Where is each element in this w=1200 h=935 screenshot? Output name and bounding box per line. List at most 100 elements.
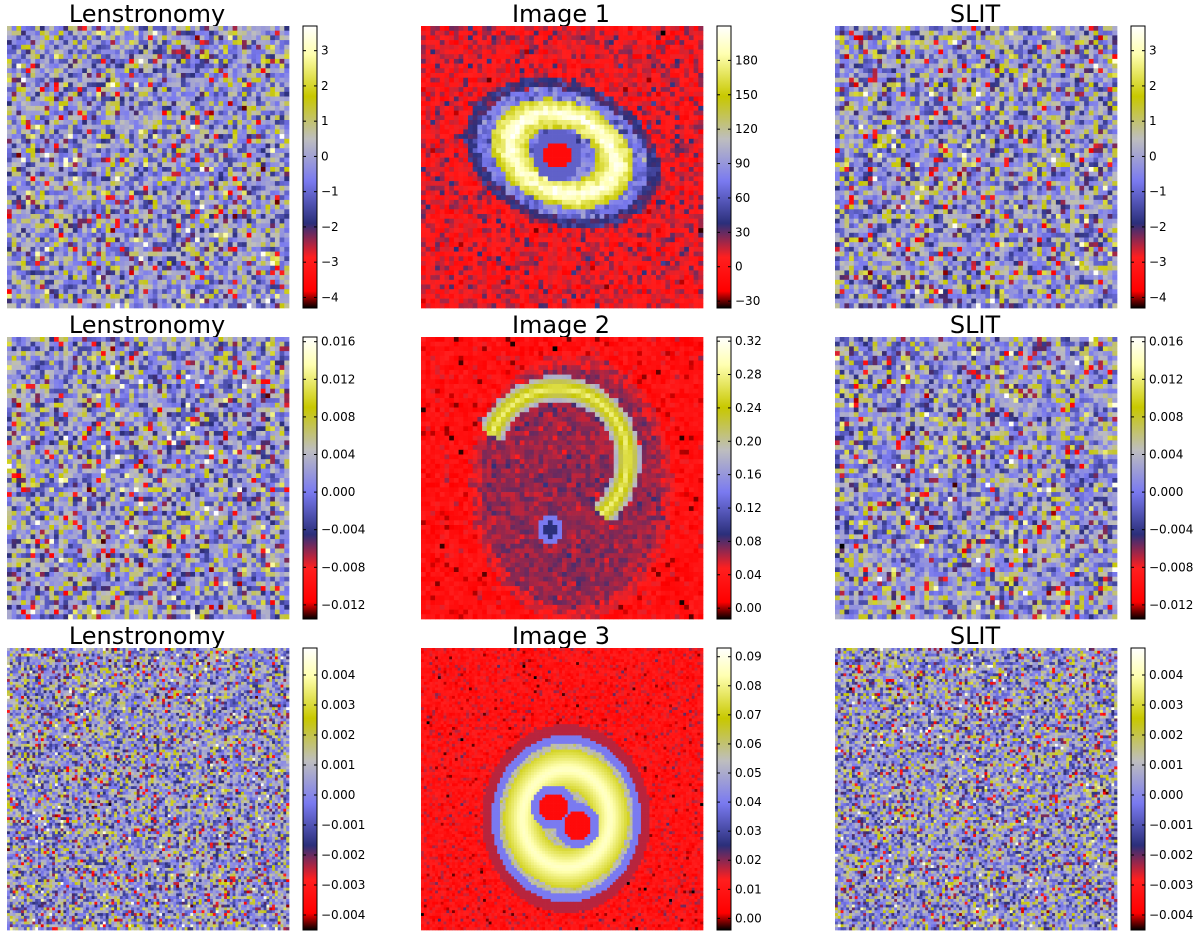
heatmap-cell bbox=[157, 35, 162, 40]
heatmap-cell bbox=[186, 40, 191, 45]
heatmap-cell bbox=[106, 59, 111, 64]
heatmap-cell bbox=[275, 50, 280, 55]
heatmap-cell bbox=[237, 73, 242, 78]
heatmap-cell bbox=[157, 59, 162, 64]
heatmap-cell bbox=[228, 59, 233, 64]
heatmap-cell bbox=[92, 73, 97, 78]
heatmap-cell bbox=[167, 59, 172, 64]
heatmap-cell bbox=[284, 31, 289, 36]
heatmap-cell bbox=[101, 50, 106, 55]
heatmap-cell bbox=[78, 45, 83, 50]
heatmap-cell bbox=[162, 26, 167, 31]
heatmap-cell bbox=[167, 73, 172, 78]
heatmap-cell bbox=[59, 26, 64, 31]
heatmap-cell bbox=[45, 45, 50, 50]
heatmap-cell bbox=[106, 73, 111, 78]
heatmap-cell bbox=[82, 64, 87, 69]
heatmap-cell bbox=[59, 45, 64, 50]
heatmap-cell bbox=[12, 78, 17, 83]
heatmap-cell bbox=[195, 31, 200, 36]
heatmap-cell bbox=[115, 50, 120, 55]
heatmap-cell bbox=[172, 26, 177, 31]
heatmap-cell bbox=[167, 45, 172, 50]
heatmap-cell bbox=[219, 59, 224, 64]
heatmap-cell bbox=[223, 50, 228, 55]
heatmap-cell bbox=[106, 50, 111, 55]
heatmap-cell bbox=[270, 45, 275, 50]
heatmap-cell bbox=[78, 40, 83, 45]
heatmap-cell bbox=[157, 40, 162, 45]
heatmap-cell bbox=[176, 64, 181, 69]
heatmap-cell bbox=[59, 50, 64, 55]
heatmap-cell bbox=[242, 59, 247, 64]
heatmap-cell bbox=[223, 31, 228, 36]
heatmap-cell bbox=[157, 31, 162, 36]
heatmap-cell bbox=[87, 64, 92, 69]
heatmap-cell bbox=[200, 54, 205, 59]
heatmap-cell bbox=[110, 64, 115, 69]
heatmap-cell bbox=[242, 40, 247, 45]
heatmap-cell bbox=[63, 50, 68, 55]
heatmap-cell bbox=[167, 35, 172, 40]
heatmap-cell bbox=[115, 35, 120, 40]
heatmap-cell bbox=[7, 35, 12, 40]
heatmap-cell bbox=[59, 31, 64, 36]
heatmap-cell bbox=[247, 54, 252, 59]
heatmap-cell bbox=[190, 40, 195, 45]
heatmap-cell bbox=[233, 54, 238, 59]
heatmap-cell bbox=[87, 73, 92, 78]
heatmap-cell bbox=[115, 54, 120, 59]
heatmap-cell bbox=[266, 68, 271, 73]
heatmap-cell bbox=[261, 35, 266, 40]
heatmap-cell bbox=[139, 64, 144, 69]
heatmap-cell bbox=[139, 59, 144, 64]
heatmap-cell bbox=[200, 73, 205, 78]
heatmap-cell bbox=[73, 45, 78, 50]
heatmap-cell bbox=[35, 78, 40, 83]
heatmap-cell bbox=[7, 40, 12, 45]
heatmap-cell bbox=[153, 45, 158, 50]
heatmap-cell bbox=[176, 45, 181, 50]
heatmap-cell bbox=[237, 35, 242, 40]
heatmap-cell bbox=[92, 26, 97, 31]
heatmap-cell bbox=[129, 35, 134, 40]
heatmap-cell bbox=[162, 73, 167, 78]
heatmap-cell bbox=[186, 31, 191, 36]
heatmap-cell bbox=[153, 50, 158, 55]
heatmap-cell bbox=[54, 31, 59, 36]
heatmap-cell bbox=[59, 40, 64, 45]
heatmap-cell bbox=[63, 35, 68, 40]
heatmap-cell bbox=[54, 35, 59, 40]
heatmap-cell bbox=[242, 26, 247, 31]
heatmap-cell bbox=[21, 26, 26, 31]
heatmap-cell bbox=[251, 31, 256, 36]
heatmap-cell bbox=[40, 50, 45, 55]
heatmap-cell bbox=[63, 68, 68, 73]
heatmap-cell bbox=[63, 73, 68, 78]
heatmap-cell bbox=[82, 73, 87, 78]
heatmap-cell bbox=[87, 45, 92, 50]
heatmap-cell bbox=[153, 73, 158, 78]
heatmap-cell bbox=[40, 64, 45, 69]
heatmap-cell bbox=[31, 59, 36, 64]
heatmap-cell bbox=[195, 45, 200, 50]
heatmap-cell bbox=[82, 31, 87, 36]
heatmap-cell bbox=[115, 73, 120, 78]
heatmap-cell bbox=[275, 40, 280, 45]
heatmap-cell bbox=[261, 68, 266, 73]
heatmap-cell bbox=[284, 26, 289, 31]
heatmap-cell bbox=[7, 54, 12, 59]
heatmap-cell bbox=[96, 40, 101, 45]
heatmap-cell bbox=[134, 50, 139, 55]
heatmap-cell bbox=[181, 54, 186, 59]
heatmap-cell bbox=[129, 64, 134, 69]
heatmap-cell bbox=[162, 45, 167, 50]
heatmap-cell bbox=[167, 64, 172, 69]
heatmap-cell bbox=[125, 45, 130, 50]
heatmap-cell bbox=[45, 78, 50, 83]
heatmap-cell bbox=[181, 45, 186, 50]
heatmap-cell bbox=[139, 54, 144, 59]
heatmap-cell bbox=[26, 78, 31, 83]
heatmap-cell bbox=[63, 54, 68, 59]
heatmap-cell bbox=[195, 26, 200, 31]
